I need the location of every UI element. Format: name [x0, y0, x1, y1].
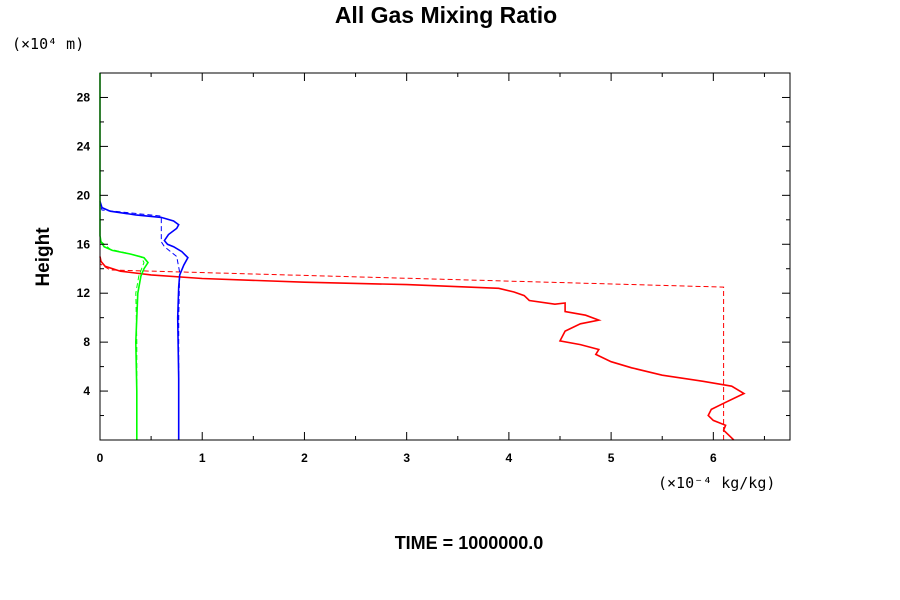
x-unit-label: (×10⁻⁴ kg/kg): [658, 474, 775, 492]
x-tick-label: 3: [403, 451, 410, 465]
x-tick-label: 6: [710, 451, 717, 465]
y-tick-label: 20: [77, 188, 91, 202]
y-tick-label: 8: [83, 335, 90, 349]
y-tick-label: 12: [77, 286, 91, 300]
y-tick-label: 24: [77, 139, 91, 153]
series-line-3-dashed: [99, 203, 181, 440]
series-layer: [99, 73, 746, 441]
plot-frame: [99, 72, 791, 441]
series-line-2-solid: [99, 201, 189, 440]
x-tick-label: 1: [199, 451, 206, 465]
y-unit-label: (×10⁴ m): [12, 35, 84, 53]
x-tick-label: 5: [608, 451, 615, 465]
time-label: TIME = 1000000.0: [395, 533, 544, 553]
y-tick-label: 28: [77, 90, 91, 104]
x-tick-label: 2: [301, 451, 308, 465]
x-tick-label: 0: [97, 451, 104, 465]
series-line-0-solid: [99, 256, 746, 441]
y-tick-label: 4: [83, 384, 90, 398]
y-axis-label: Height: [33, 227, 54, 287]
series-line-1-dashed: [99, 263, 725, 440]
y-tick-label: 16: [77, 237, 91, 251]
chart-title: All Gas Mixing Ratio: [335, 2, 557, 28]
x-tick-label: 4: [506, 451, 513, 465]
series-line-5-dashed: [99, 240, 145, 440]
